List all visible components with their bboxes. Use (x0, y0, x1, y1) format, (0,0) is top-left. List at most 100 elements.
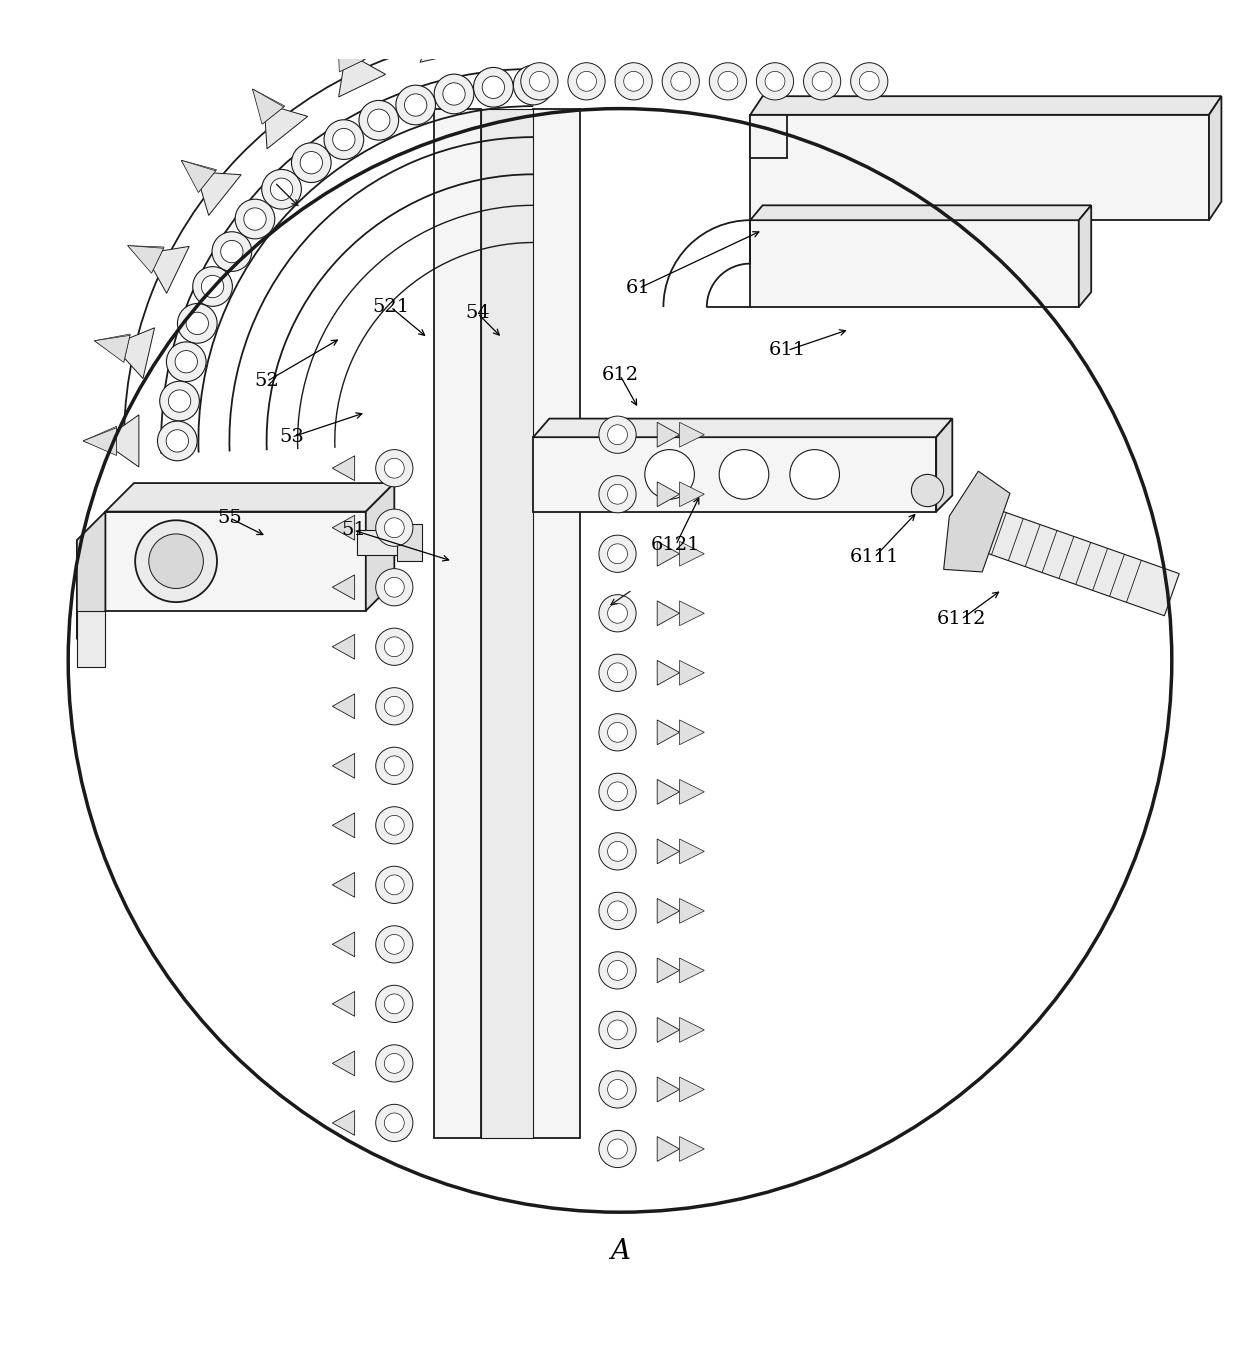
Circle shape (577, 72, 596, 91)
Circle shape (376, 629, 413, 665)
Polygon shape (657, 720, 680, 744)
Text: 55: 55 (217, 509, 242, 527)
Polygon shape (657, 600, 680, 626)
Circle shape (300, 152, 322, 174)
Polygon shape (750, 115, 1209, 220)
Text: 611: 611 (769, 341, 806, 360)
Circle shape (608, 485, 627, 504)
Polygon shape (750, 96, 1221, 115)
Circle shape (376, 449, 413, 486)
Circle shape (599, 416, 636, 454)
Circle shape (599, 655, 636, 691)
Polygon shape (1079, 205, 1091, 307)
Circle shape (157, 421, 197, 460)
Circle shape (376, 747, 413, 785)
Polygon shape (77, 611, 105, 667)
Polygon shape (434, 109, 481, 1138)
Polygon shape (332, 1051, 355, 1076)
Polygon shape (83, 426, 117, 454)
Text: 521: 521 (372, 297, 409, 316)
Circle shape (262, 170, 301, 209)
Polygon shape (680, 720, 704, 744)
Circle shape (434, 75, 474, 114)
Circle shape (599, 773, 636, 811)
Polygon shape (750, 220, 1079, 307)
Polygon shape (94, 334, 130, 361)
Circle shape (608, 1020, 627, 1040)
Circle shape (790, 449, 839, 500)
Circle shape (404, 94, 427, 117)
Polygon shape (332, 694, 355, 718)
Polygon shape (518, 0, 547, 24)
Polygon shape (105, 483, 394, 512)
Polygon shape (954, 500, 1179, 615)
Polygon shape (657, 422, 680, 447)
Polygon shape (680, 600, 704, 626)
Text: A: A (610, 1238, 630, 1266)
Polygon shape (944, 471, 1009, 572)
Circle shape (804, 62, 841, 100)
Text: 54: 54 (465, 304, 490, 322)
Circle shape (384, 994, 404, 1014)
Polygon shape (680, 1077, 704, 1101)
Circle shape (474, 68, 513, 107)
Polygon shape (196, 172, 241, 216)
Polygon shape (680, 542, 704, 566)
Circle shape (521, 62, 558, 100)
Circle shape (384, 637, 404, 657)
Polygon shape (102, 416, 139, 467)
Circle shape (859, 72, 879, 91)
Circle shape (192, 266, 232, 307)
Text: 612: 612 (601, 367, 639, 384)
Circle shape (212, 232, 252, 272)
Polygon shape (94, 335, 130, 363)
Polygon shape (253, 90, 285, 124)
Circle shape (358, 100, 398, 140)
Polygon shape (680, 422, 704, 447)
Polygon shape (1209, 96, 1221, 220)
Text: 6112: 6112 (936, 611, 986, 629)
Circle shape (662, 62, 699, 100)
Circle shape (169, 390, 191, 413)
Circle shape (135, 520, 217, 602)
Circle shape (270, 178, 293, 201)
Circle shape (608, 960, 627, 980)
Circle shape (376, 986, 413, 1023)
Polygon shape (657, 779, 680, 804)
Polygon shape (264, 103, 308, 149)
Circle shape (384, 577, 404, 598)
Circle shape (911, 474, 944, 507)
Circle shape (244, 208, 267, 231)
Polygon shape (83, 428, 117, 455)
Circle shape (513, 65, 553, 105)
Polygon shape (657, 660, 680, 686)
Circle shape (376, 569, 413, 606)
Circle shape (599, 832, 636, 870)
Polygon shape (680, 957, 704, 983)
Circle shape (149, 534, 203, 588)
Circle shape (384, 875, 404, 895)
Circle shape (709, 62, 746, 100)
Circle shape (376, 687, 413, 725)
Circle shape (719, 449, 769, 500)
Circle shape (599, 1130, 636, 1168)
Circle shape (608, 603, 627, 623)
Polygon shape (366, 483, 394, 611)
Polygon shape (680, 839, 704, 864)
Polygon shape (520, 0, 548, 24)
Circle shape (608, 782, 627, 801)
Circle shape (608, 900, 627, 921)
Circle shape (396, 86, 435, 125)
Polygon shape (397, 524, 422, 561)
Circle shape (599, 952, 636, 989)
Polygon shape (533, 109, 580, 1138)
Circle shape (384, 697, 404, 716)
Polygon shape (113, 327, 155, 379)
Polygon shape (680, 899, 704, 923)
Circle shape (376, 1044, 413, 1082)
Circle shape (376, 866, 413, 903)
Circle shape (599, 475, 636, 513)
Text: 52: 52 (254, 372, 279, 390)
Polygon shape (680, 660, 704, 686)
Circle shape (599, 1071, 636, 1108)
